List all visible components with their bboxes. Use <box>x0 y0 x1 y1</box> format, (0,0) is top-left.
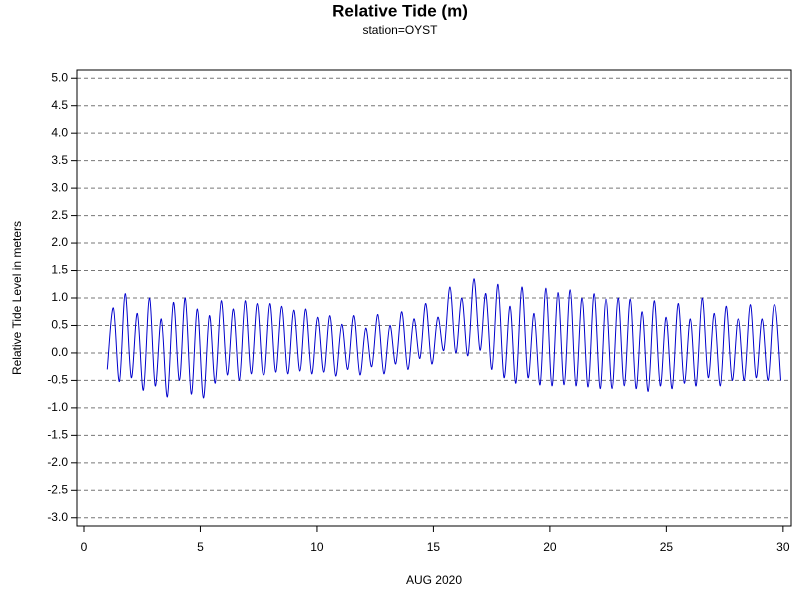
y-tick-label: -1.0 <box>47 400 68 414</box>
chart-subtitle: station=OYST <box>362 23 438 37</box>
y-tick-label: 3.5 <box>51 153 68 167</box>
y-tick-label: 0.0 <box>51 345 68 359</box>
x-tick-label: 20 <box>543 540 557 554</box>
y-tick-label: 0.5 <box>51 318 68 332</box>
y-tick-label: 2.5 <box>51 208 68 222</box>
y-tick-label: -2.0 <box>47 455 68 469</box>
x-tick-label: 30 <box>776 540 790 554</box>
x-axis-label: AUG 2020 <box>406 573 462 587</box>
x-tick-label: 10 <box>310 540 324 554</box>
y-tick-label: 1.5 <box>51 263 68 277</box>
x-tick-label: 25 <box>660 540 674 554</box>
x-tick-label: 15 <box>427 540 441 554</box>
y-tick-label: 5.0 <box>51 70 68 84</box>
plot-frame <box>76 69 792 527</box>
y-tick-label: 4.5 <box>51 98 68 112</box>
y-tick-label: -0.5 <box>47 373 68 387</box>
y-tick-label: 3.0 <box>51 180 68 194</box>
y-tick-label: 1.0 <box>51 290 68 304</box>
y-tick-label: 4.0 <box>51 125 68 139</box>
x-tick-label: 0 <box>81 540 88 554</box>
x-tick-label: 5 <box>197 540 204 554</box>
y-tick-label: 2.0 <box>51 235 68 249</box>
y-axis-label: Relative Tide Level in meters <box>10 221 24 375</box>
chart-title: Relative Tide (m) <box>332 1 468 20</box>
y-tick-label: -2.5 <box>47 482 68 496</box>
y-tick-label: -3.0 <box>47 510 68 524</box>
y-tick-label: -1.5 <box>47 428 68 442</box>
tide-line <box>106 278 782 399</box>
